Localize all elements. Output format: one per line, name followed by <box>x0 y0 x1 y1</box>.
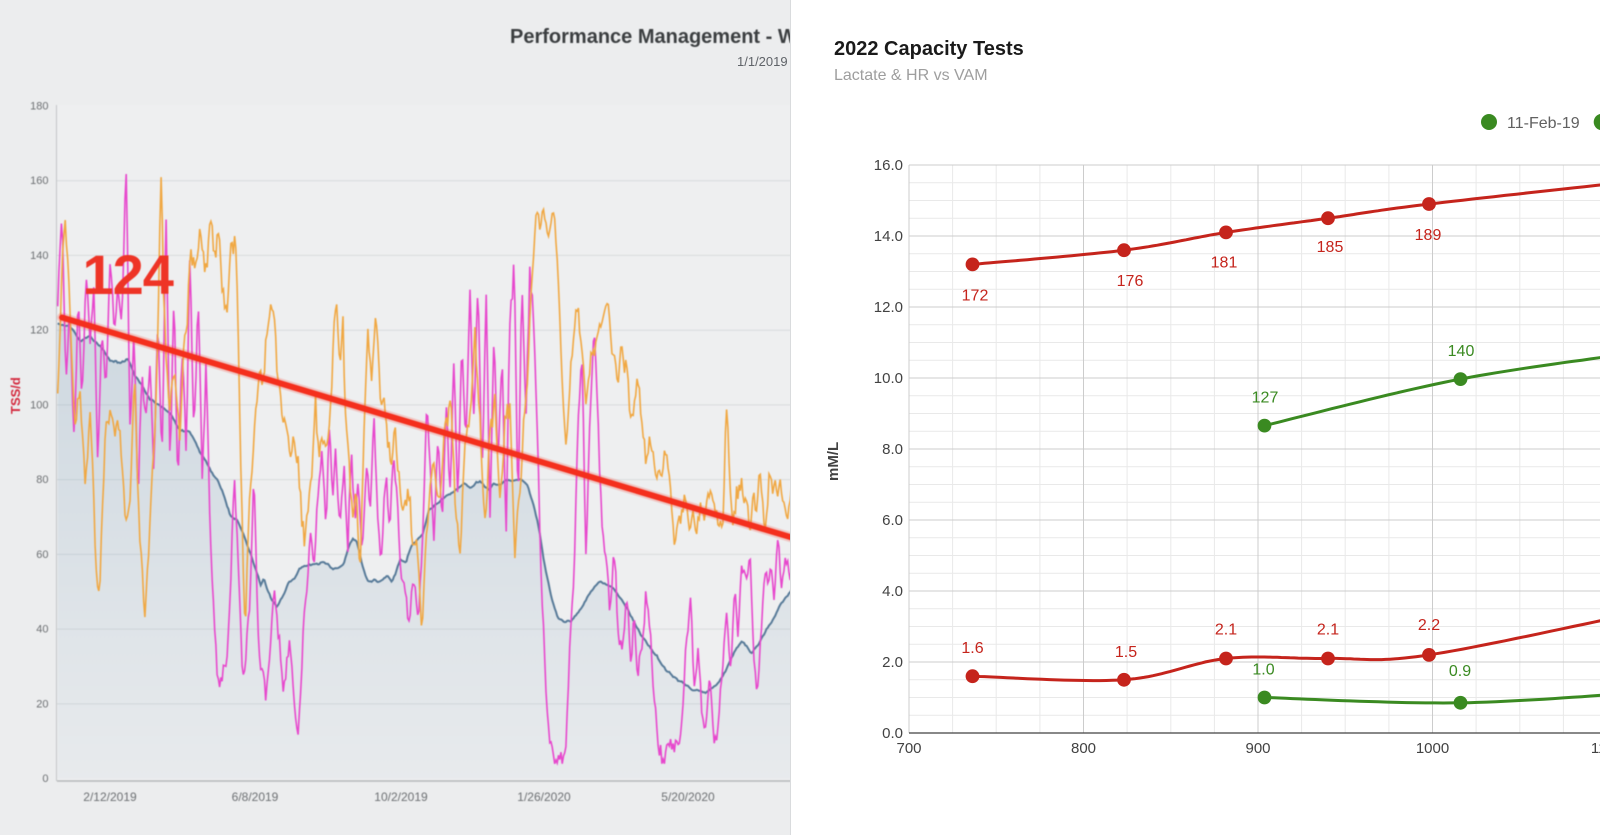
svg-text:124: 124 <box>83 243 174 306</box>
svg-text:900: 900 <box>1245 740 1270 757</box>
svg-text:0.0: 0.0 <box>882 725 903 742</box>
svg-text:2.0: 2.0 <box>882 654 903 671</box>
svg-text:6.0: 6.0 <box>882 512 903 529</box>
svg-text:800: 800 <box>1071 740 1096 757</box>
svg-text:1000: 1000 <box>1416 740 1449 757</box>
svg-text:127: 127 <box>1252 390 1279 407</box>
svg-text:140: 140 <box>1448 343 1475 360</box>
svg-text:0.9: 0.9 <box>1449 663 1471 680</box>
svg-text:TSS/d: TSS/d <box>8 377 23 414</box>
svg-text:1.0: 1.0 <box>1252 662 1274 679</box>
svg-text:4.0: 4.0 <box>882 583 903 600</box>
svg-text:100: 100 <box>30 399 48 411</box>
svg-text:140: 140 <box>30 250 48 262</box>
svg-text:14.0: 14.0 <box>874 228 903 245</box>
svg-text:mM/L: mM/L <box>825 442 842 481</box>
svg-text:1100: 1100 <box>1591 740 1600 757</box>
svg-text:700: 700 <box>896 740 921 757</box>
svg-text:2.1: 2.1 <box>1215 622 1237 639</box>
svg-text:0: 0 <box>42 773 48 785</box>
svg-text:1.5: 1.5 <box>1115 644 1137 661</box>
svg-text:80: 80 <box>36 474 48 486</box>
svg-text:20: 20 <box>36 698 48 710</box>
svg-text:2.1: 2.1 <box>1317 622 1339 639</box>
svg-text:5/20/2020: 5/20/2020 <box>661 790 715 804</box>
svg-text:1/26/2020: 1/26/2020 <box>517 790 571 804</box>
svg-text:189: 189 <box>1415 227 1442 244</box>
svg-text:181: 181 <box>1211 254 1238 271</box>
svg-text:40: 40 <box>36 624 48 636</box>
svg-text:1.6: 1.6 <box>961 640 983 657</box>
svg-text:8.0: 8.0 <box>882 441 903 458</box>
svg-text:6/8/2019: 6/8/2019 <box>232 790 279 804</box>
svg-text:176: 176 <box>1117 273 1144 290</box>
svg-text:180: 180 <box>30 100 48 112</box>
svg-text:160: 160 <box>30 175 48 187</box>
svg-text:2.2: 2.2 <box>1418 617 1440 634</box>
svg-text:10.0: 10.0 <box>874 370 903 387</box>
svg-text:120: 120 <box>30 325 48 337</box>
svg-text:60: 60 <box>36 549 48 561</box>
svg-text:12.0: 12.0 <box>874 299 903 316</box>
svg-text:172: 172 <box>962 287 989 304</box>
svg-text:185: 185 <box>1317 239 1344 256</box>
svg-text:11-Feb-19: 11-Feb-19 <box>1507 115 1580 132</box>
svg-text:16.0: 16.0 <box>874 157 903 174</box>
svg-text:2/12/2019: 2/12/2019 <box>83 790 137 804</box>
svg-text:10/2/2019: 10/2/2019 <box>374 790 428 804</box>
